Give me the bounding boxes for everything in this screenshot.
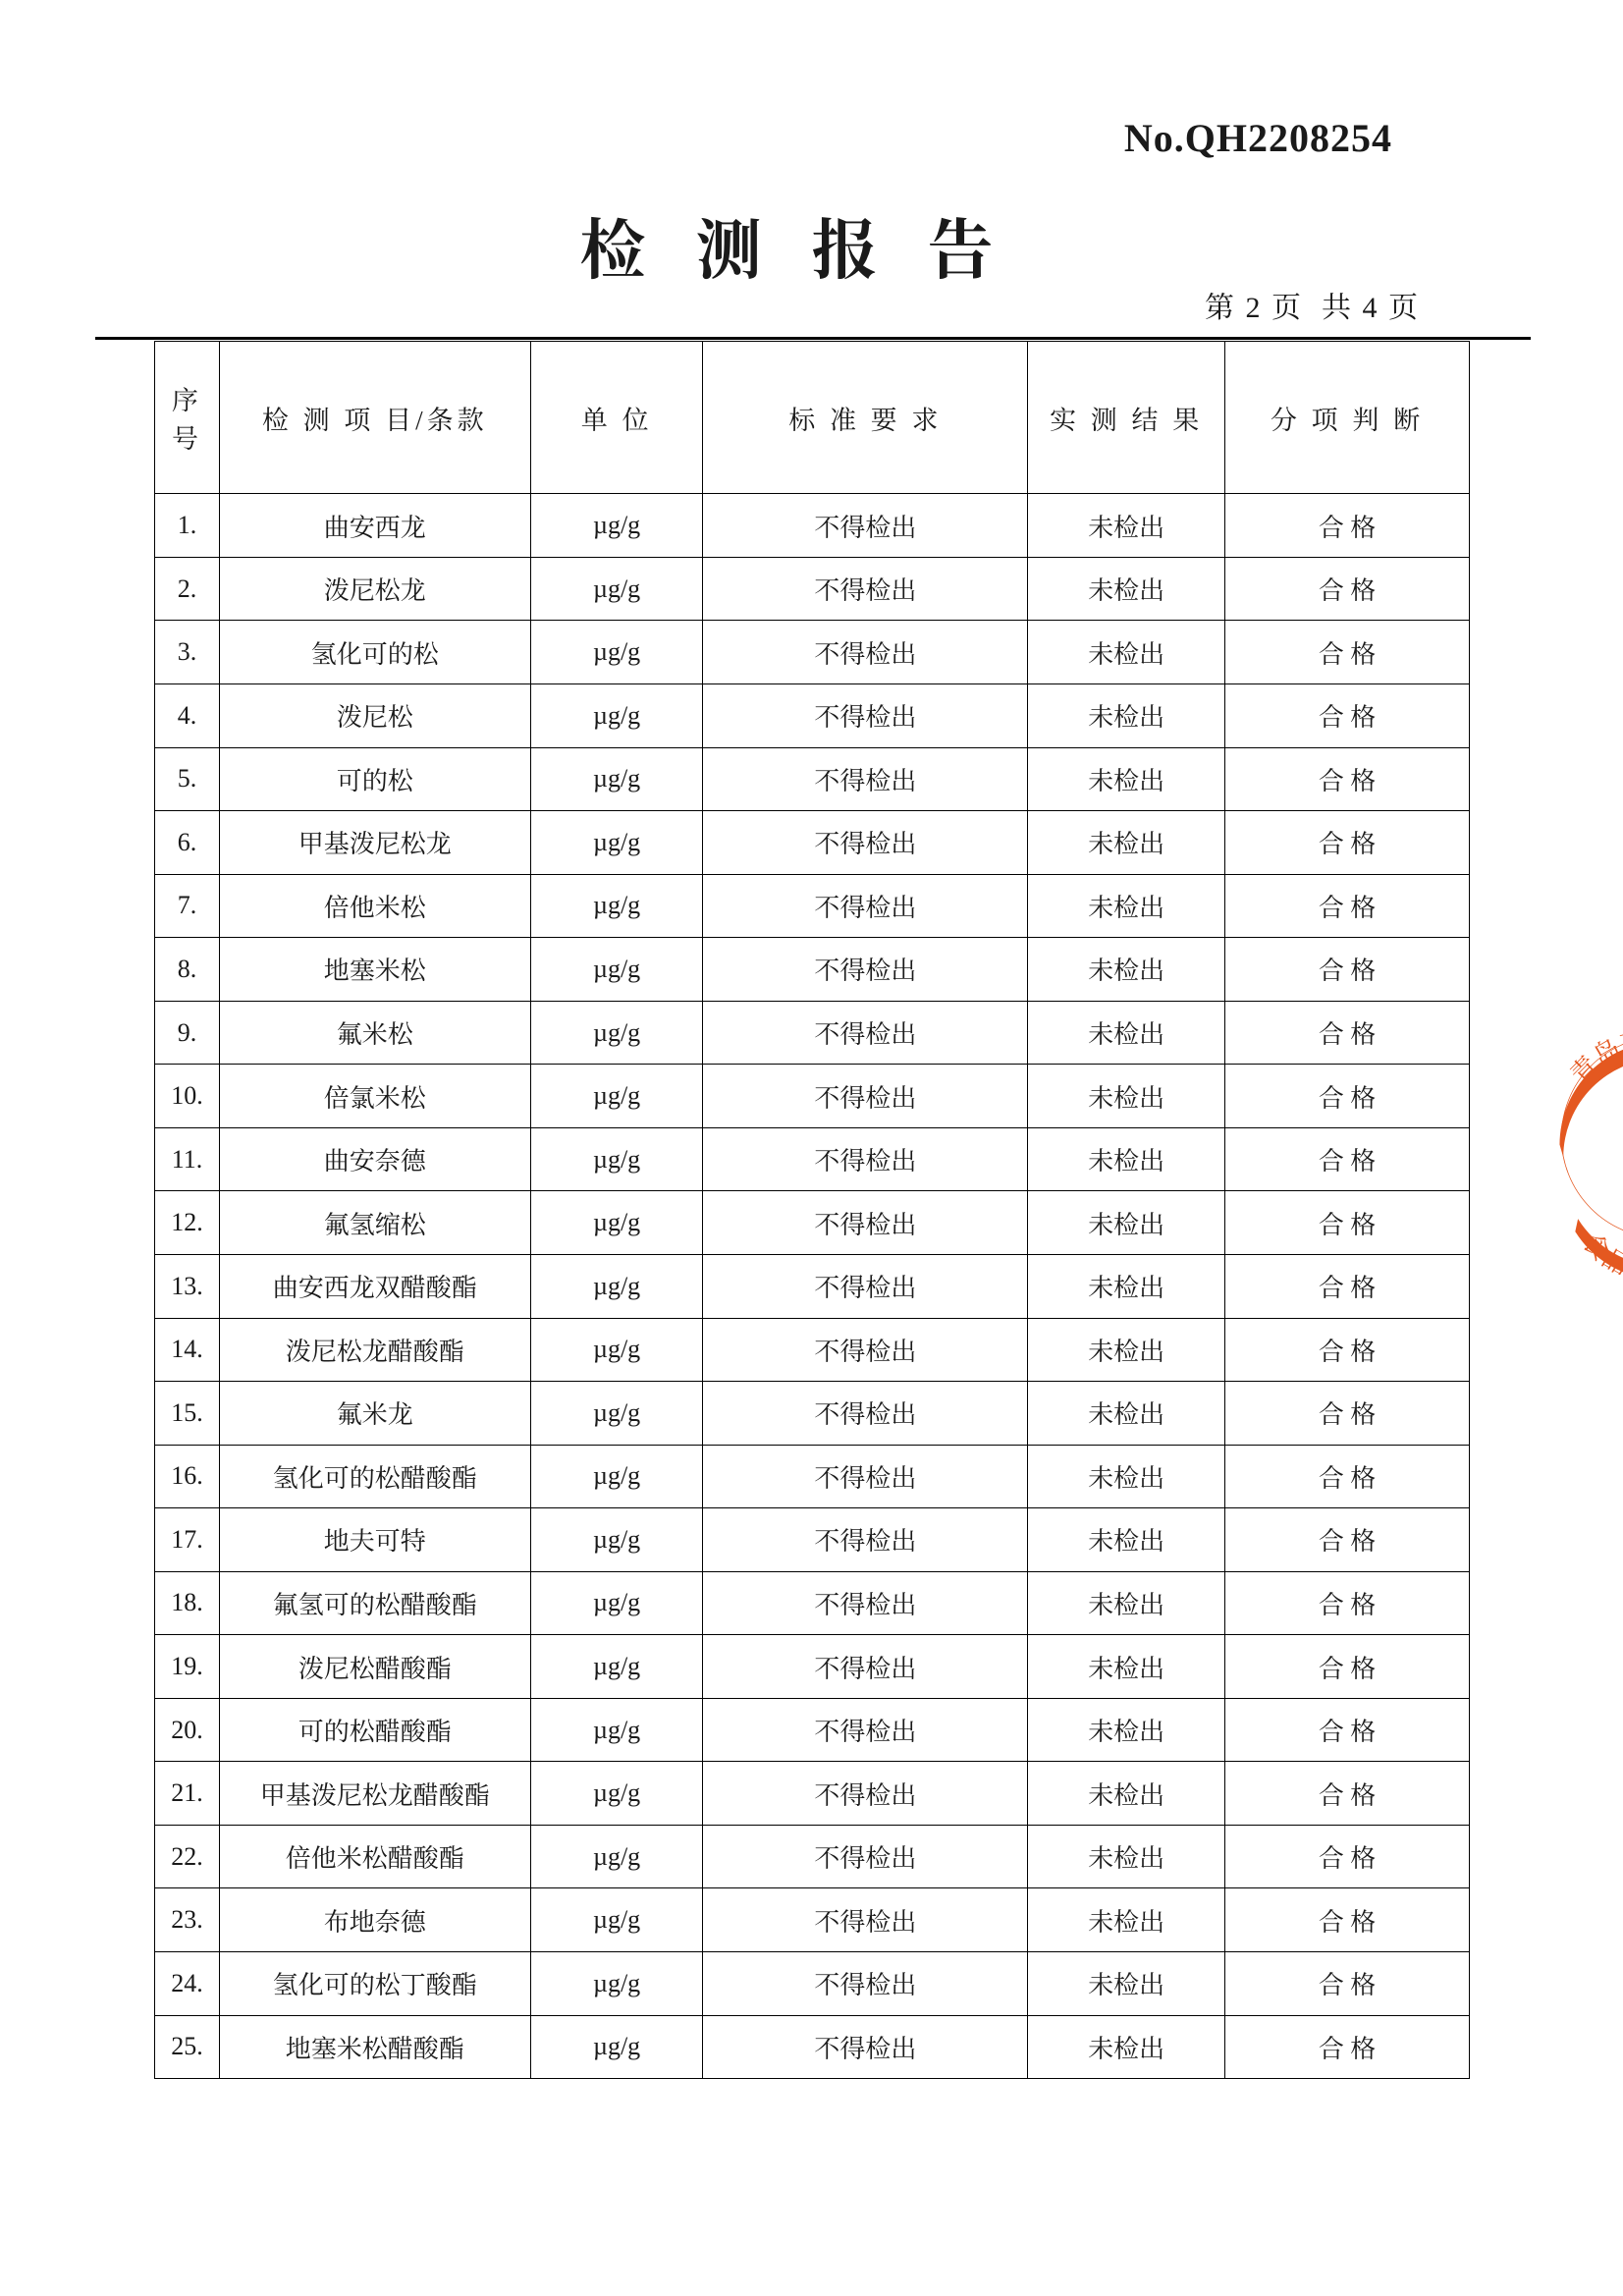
- svg-text:青岛市监督检验: 青岛市监督检验: [1561, 1017, 1623, 1091]
